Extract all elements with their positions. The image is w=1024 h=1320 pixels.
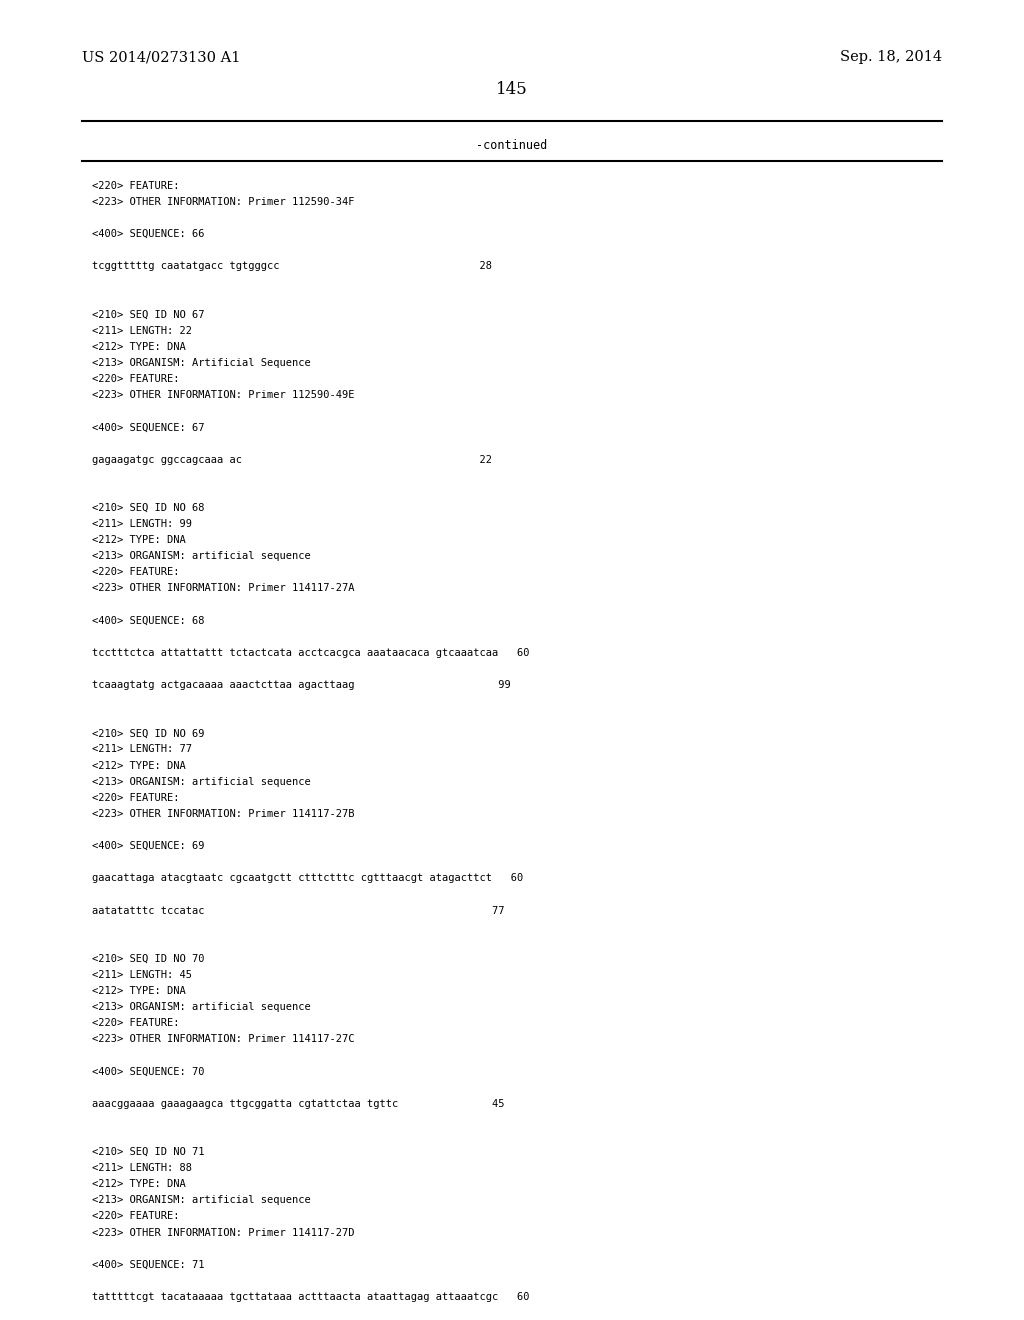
Text: <213> ORGANISM: artificial sequence: <213> ORGANISM: artificial sequence (92, 776, 311, 787)
Text: <211> LENGTH: 77: <211> LENGTH: 77 (92, 744, 193, 755)
Text: <400> SEQUENCE: 71: <400> SEQUENCE: 71 (92, 1259, 205, 1270)
Text: aaacggaaaa gaaagaagca ttgcggatta cgtattctaa tgttc               45: aaacggaaaa gaaagaagca ttgcggatta cgtattc… (92, 1098, 505, 1109)
Text: 145: 145 (496, 81, 528, 98)
Text: <210> SEQ ID NO 67: <210> SEQ ID NO 67 (92, 310, 205, 319)
Text: <400> SEQUENCE: 69: <400> SEQUENCE: 69 (92, 841, 205, 851)
Text: <213> ORGANISM: artificial sequence: <213> ORGANISM: artificial sequence (92, 1196, 311, 1205)
Text: <400> SEQUENCE: 66: <400> SEQUENCE: 66 (92, 230, 205, 239)
Text: <223> OTHER INFORMATION: Primer 114117-27B: <223> OTHER INFORMATION: Primer 114117-2… (92, 809, 354, 818)
Text: <210> SEQ ID NO 71: <210> SEQ ID NO 71 (92, 1147, 205, 1158)
Text: tcaaagtatg actgacaaaa aaactcttaa agacttaag                       99: tcaaagtatg actgacaaaa aaactcttaa agactta… (92, 680, 511, 690)
Text: <211> LENGTH: 99: <211> LENGTH: 99 (92, 519, 193, 529)
Text: <211> LENGTH: 22: <211> LENGTH: 22 (92, 326, 193, 335)
Text: <211> LENGTH: 88: <211> LENGTH: 88 (92, 1163, 193, 1173)
Text: <211> LENGTH: 45: <211> LENGTH: 45 (92, 970, 193, 979)
Text: <220> FEATURE:: <220> FEATURE: (92, 568, 179, 577)
Text: <210> SEQ ID NO 69: <210> SEQ ID NO 69 (92, 729, 205, 738)
Text: <400> SEQUENCE: 67: <400> SEQUENCE: 67 (92, 422, 205, 433)
Text: <220> FEATURE:: <220> FEATURE: (92, 1212, 179, 1221)
Text: Sep. 18, 2014: Sep. 18, 2014 (840, 50, 942, 65)
Text: <400> SEQUENCE: 70: <400> SEQUENCE: 70 (92, 1067, 205, 1077)
Text: <400> SEQUENCE: 68: <400> SEQUENCE: 68 (92, 615, 205, 626)
Text: <223> OTHER INFORMATION: Primer 114117-27D: <223> OTHER INFORMATION: Primer 114117-2… (92, 1228, 354, 1238)
Text: <223> OTHER INFORMATION: Primer 112590-49E: <223> OTHER INFORMATION: Primer 112590-4… (92, 391, 354, 400)
Text: <212> TYPE: DNA: <212> TYPE: DNA (92, 535, 186, 545)
Text: <210> SEQ ID NO 70: <210> SEQ ID NO 70 (92, 954, 205, 964)
Text: -continued: -continued (476, 139, 548, 152)
Text: <223> OTHER INFORMATION: Primer 114117-27A: <223> OTHER INFORMATION: Primer 114117-2… (92, 583, 354, 594)
Text: US 2014/0273130 A1: US 2014/0273130 A1 (82, 50, 241, 65)
Text: <213> ORGANISM: Artificial Sequence: <213> ORGANISM: Artificial Sequence (92, 358, 311, 368)
Text: <220> FEATURE:: <220> FEATURE: (92, 374, 179, 384)
Text: aatatatttc tccatac                                              77: aatatatttc tccatac 77 (92, 906, 505, 916)
Text: <223> OTHER INFORMATION: Primer 112590-34F: <223> OTHER INFORMATION: Primer 112590-3… (92, 197, 354, 207)
Text: <220> FEATURE:: <220> FEATURE: (92, 1018, 179, 1028)
Text: gagaagatgc ggccagcaaa ac                                      22: gagaagatgc ggccagcaaa ac 22 (92, 454, 493, 465)
Text: <220> FEATURE:: <220> FEATURE: (92, 793, 179, 803)
Text: <210> SEQ ID NO 68: <210> SEQ ID NO 68 (92, 503, 205, 513)
Text: <223> OTHER INFORMATION: Primer 114117-27C: <223> OTHER INFORMATION: Primer 114117-2… (92, 1035, 354, 1044)
Text: <220> FEATURE:: <220> FEATURE: (92, 181, 179, 191)
Text: <212> TYPE: DNA: <212> TYPE: DNA (92, 1179, 186, 1189)
Text: tcggtttttg caatatgacc tgtgggcc                                28: tcggtttttg caatatgacc tgtgggcc 28 (92, 261, 493, 272)
Text: <212> TYPE: DNA: <212> TYPE: DNA (92, 986, 186, 997)
Text: <213> ORGANISM: artificial sequence: <213> ORGANISM: artificial sequence (92, 552, 311, 561)
Text: <212> TYPE: DNA: <212> TYPE: DNA (92, 342, 186, 352)
Text: <213> ORGANISM: artificial sequence: <213> ORGANISM: artificial sequence (92, 1002, 311, 1012)
Text: <212> TYPE: DNA: <212> TYPE: DNA (92, 760, 186, 771)
Text: tcctttctca attattattt tctactcata acctcacgca aaataacaca gtcaaatcaa   60: tcctttctca attattattt tctactcata acctcac… (92, 648, 529, 657)
Text: gaacattaga atacgtaatc cgcaatgctt ctttctttc cgtttaacgt atagacttct   60: gaacattaga atacgtaatc cgcaatgctt ctttctt… (92, 874, 523, 883)
Text: tatttttcgt tacataaaaa tgcttataaa actttaacta ataattagag attaaatcgc   60: tatttttcgt tacataaaaa tgcttataaa actttaa… (92, 1292, 529, 1302)
